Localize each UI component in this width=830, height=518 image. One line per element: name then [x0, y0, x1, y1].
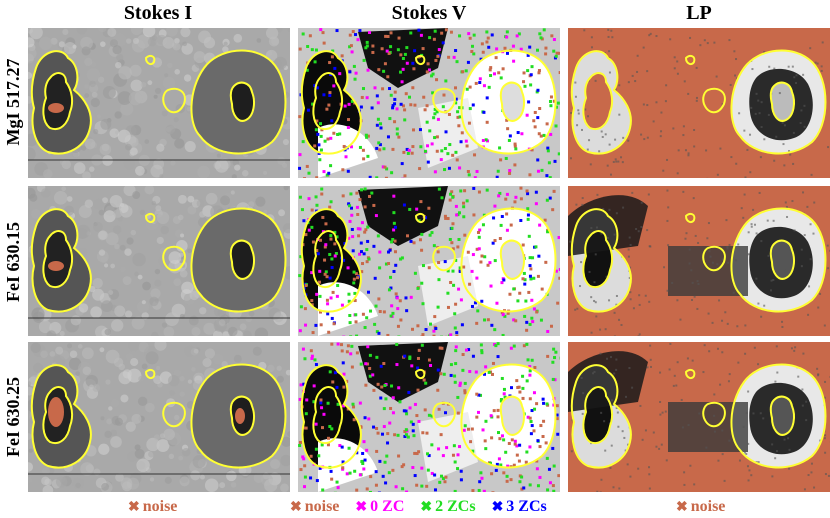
zc3-marker-icon: ✖	[491, 500, 504, 515]
panel-image	[298, 342, 560, 492]
legend-item-noise: ✖ noise	[290, 498, 343, 515]
noise-marker-icon: ✖	[676, 500, 688, 515]
legend-item-0zc: ✖ 0 ZC	[355, 498, 408, 515]
row-label-fei-630-15: FeI 630.15	[3, 222, 23, 302]
legend-lp: ✖ noise	[676, 498, 737, 516]
legend-label: 2 ZCs	[435, 498, 476, 515]
column-title-stokes-v: Stokes V	[391, 2, 467, 24]
image-panel	[298, 28, 560, 178]
panel-image	[568, 186, 830, 336]
column-title-lp: LP	[686, 2, 712, 24]
legend-label: noise	[142, 498, 178, 515]
image-panel	[28, 342, 290, 492]
legend-stokes-v: ✖ noise ✖ 0 ZC ✖ 2 ZCs ✖ 3 ZCs	[290, 498, 559, 516]
legend-item-2zcs: ✖ 2 ZCs	[420, 498, 479, 515]
image-panel	[298, 342, 560, 492]
image-panel	[28, 186, 290, 336]
legend-label: 0 ZC	[370, 498, 405, 515]
legend-item-noise: ✖ noise	[128, 498, 177, 515]
zc0-marker-icon: ✖	[355, 500, 368, 515]
legend-label: noise	[690, 498, 726, 515]
legend-label: 3 ZCs	[506, 498, 547, 515]
noise-marker-icon: ✖	[290, 500, 302, 515]
panel-image	[28, 28, 290, 178]
image-panel	[298, 186, 560, 336]
panel-image	[28, 186, 290, 336]
image-panel	[568, 186, 830, 336]
image-panel	[568, 28, 830, 178]
panel-image	[298, 186, 560, 336]
noise-marker-icon: ✖	[128, 500, 140, 515]
legend-item-3zcs: ✖ 3 ZCs	[492, 498, 547, 515]
panel-image	[298, 28, 560, 178]
legend-label: noise	[304, 498, 340, 515]
panel-image	[568, 28, 830, 178]
panel-image	[568, 342, 830, 492]
row-label-fei-630-25: FeI 630.25	[3, 377, 23, 457]
legend-stokes-i: ✖ noise	[128, 498, 189, 516]
zc2-marker-icon: ✖	[420, 500, 433, 515]
legend-item-noise: ✖ noise	[676, 498, 725, 515]
image-panel	[568, 342, 830, 492]
panel-image	[28, 342, 290, 492]
image-panel	[28, 28, 290, 178]
column-title-stokes-i: Stokes I	[123, 2, 193, 24]
row-label-mgi-517: MgI 517.27	[3, 58, 23, 146]
